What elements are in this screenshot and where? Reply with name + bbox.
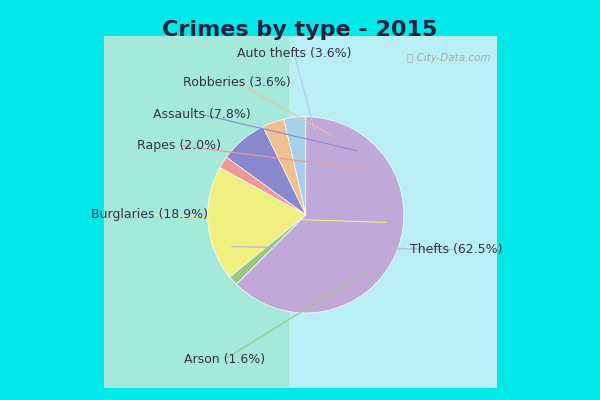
- Text: ⓘ City-Data.com: ⓘ City-Data.com: [407, 53, 490, 63]
- Text: Thefts (62.5%): Thefts (62.5%): [410, 243, 502, 256]
- Text: Assaults (7.8%): Assaults (7.8%): [153, 108, 251, 121]
- Wedge shape: [208, 168, 306, 277]
- Text: Auto thefts (3.6%): Auto thefts (3.6%): [237, 47, 352, 60]
- Wedge shape: [230, 215, 306, 284]
- Wedge shape: [284, 117, 306, 215]
- Text: Burglaries (18.9%): Burglaries (18.9%): [91, 208, 208, 221]
- Text: Crimes by type - 2015: Crimes by type - 2015: [163, 20, 437, 40]
- Wedge shape: [226, 127, 306, 215]
- Wedge shape: [263, 119, 306, 215]
- Wedge shape: [236, 117, 404, 313]
- Text: Rapes (2.0%): Rapes (2.0%): [137, 139, 221, 152]
- Text: Robberies (3.6%): Robberies (3.6%): [182, 76, 290, 89]
- Text: Arson (1.6%): Arson (1.6%): [184, 353, 266, 366]
- Wedge shape: [220, 157, 306, 215]
